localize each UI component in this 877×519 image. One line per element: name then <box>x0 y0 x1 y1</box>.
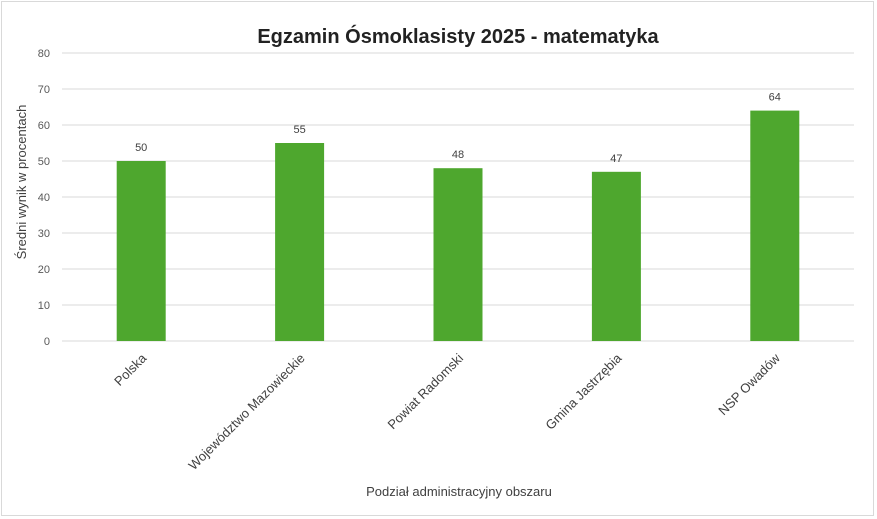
y-axis-label: Średni wynik w procentach <box>14 105 29 260</box>
y-tick-label: 40 <box>38 192 50 204</box>
gridlines <box>62 52 854 342</box>
y-tick-label: 30 <box>38 228 50 240</box>
y-tick-label: 10 <box>38 300 50 312</box>
y-axis-ticks: 0 10 20 30 40 50 60 70 80 <box>38 48 50 348</box>
bar <box>750 110 800 341</box>
y-tick-label: 80 <box>38 48 50 60</box>
data-label: 48 <box>452 149 464 161</box>
data-label: 47 <box>610 153 622 165</box>
data-labels: 50 55 48 47 64 <box>135 92 781 165</box>
x-tick-label: NSP Owadów <box>715 350 783 418</box>
y-tick-label: 50 <box>38 156 50 168</box>
y-tick-label: 20 <box>38 264 50 276</box>
x-tick-label: Polska <box>111 350 150 389</box>
y-tick-label: 60 <box>38 120 50 132</box>
x-tick-label: Powiat Radomski <box>384 350 466 432</box>
x-tick-label: Gmina Jastrzębia <box>542 350 625 433</box>
data-label: 55 <box>293 124 305 136</box>
x-tick-label: Województwo Mazowieckie <box>185 351 307 473</box>
y-tick-label: 70 <box>38 84 50 96</box>
bar <box>433 168 483 341</box>
bar <box>275 143 325 341</box>
bar <box>116 161 166 341</box>
x-axis-label: Podział administracyjny obszaru <box>366 484 552 499</box>
data-label: 64 <box>769 92 781 104</box>
bars <box>116 110 800 341</box>
chart-title: Egzamin Ósmoklasisty 2025 - matematyka <box>257 24 659 48</box>
data-label: 50 <box>135 142 147 154</box>
y-tick-label: 0 <box>44 336 50 348</box>
bar <box>591 171 641 341</box>
x-axis-ticks: Polska Województwo Mazowieckie Powiat Rado… <box>111 350 783 473</box>
